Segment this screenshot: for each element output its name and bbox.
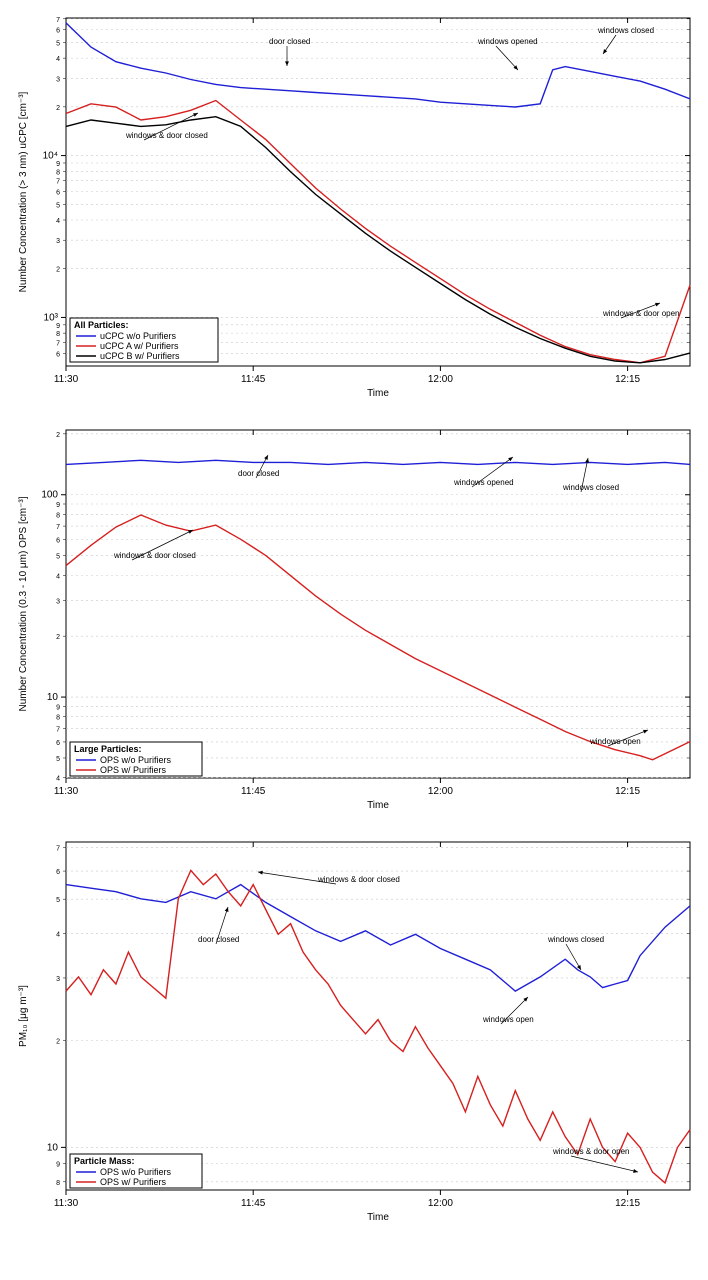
svg-text:windows opened: windows opened — [477, 37, 538, 46]
svg-text:Time: Time — [367, 800, 389, 811]
svg-text:7: 7 — [56, 341, 60, 348]
chart-panel-1: 10³10⁴678923456789234567Number Concentra… — [8, 8, 700, 408]
chart-panel-3: 10 8 9 2 3 4 5 6 7 PM₁₀ [μg m⁻³] 11:30 11:45 12:00 12… — [8, 832, 700, 1232]
svg-text:windows open: windows open — [482, 1015, 534, 1024]
svg-text:9: 9 — [56, 1162, 60, 1169]
panels-container: 10³10⁴678923456789234567Number Concentra… — [8, 8, 700, 1232]
svg-text:8: 8 — [56, 169, 60, 176]
svg-text:12:15: 12:15 — [615, 374, 640, 385]
svg-text:All Particles:: All Particles: — [74, 320, 129, 330]
svg-text:10: 10 — [47, 692, 59, 703]
svg-text:windows open: windows open — [589, 737, 641, 746]
svg-text:windows opened: windows opened — [453, 478, 514, 487]
figure-page: { "panel_width": 692, "panel_height": 40… — [0, 0, 708, 1252]
svg-text:OPS w/ Purifiers: OPS w/ Purifiers — [100, 765, 167, 775]
svg-text:2: 2 — [56, 267, 60, 274]
svg-text:Time: Time — [367, 388, 389, 399]
svg-text:7: 7 — [56, 179, 60, 186]
svg-text:2: 2 — [56, 1038, 60, 1045]
svg-text:4: 4 — [56, 573, 60, 580]
svg-text:7: 7 — [56, 726, 60, 733]
svg-text:6: 6 — [56, 189, 60, 196]
svg-text:4: 4 — [56, 56, 60, 63]
svg-text:windows & door closed: windows & door closed — [125, 131, 208, 140]
svg-text:OPS w/ Purifiers: OPS w/ Purifiers — [100, 1177, 167, 1187]
svg-text:7: 7 — [56, 17, 60, 24]
chart-panel-2: 10 100 4 5 6 7 8 9 2 3 4 5 6 7 8 9 2 Number Concentration… — [8, 420, 700, 820]
svg-text:5: 5 — [56, 202, 60, 209]
svg-text:7: 7 — [56, 524, 60, 531]
svg-text:11:45: 11:45 — [241, 1198, 266, 1209]
svg-text:7: 7 — [56, 845, 60, 852]
svg-text:Number Concentration (> 3 nm): Number Concentration (> 3 nm) uCPC [cm⁻³… — [18, 91, 29, 292]
svg-text:3: 3 — [56, 599, 60, 606]
svg-text:10³: 10³ — [44, 312, 59, 323]
svg-text:100: 100 — [41, 490, 58, 501]
svg-text:PM₁₀ [μg m⁻³]: PM₁₀ [μg m⁻³] — [18, 985, 29, 1047]
svg-text:windows closed: windows closed — [547, 935, 604, 944]
svg-text:10: 10 — [47, 1142, 59, 1153]
svg-text:11:45: 11:45 — [241, 786, 266, 797]
svg-text:door closed: door closed — [269, 37, 310, 46]
svg-text:3: 3 — [56, 238, 60, 245]
svg-text:windows & door closed: windows & door closed — [113, 551, 196, 560]
svg-text:11:30: 11:30 — [54, 374, 79, 385]
svg-text:12:00: 12:00 — [428, 1198, 453, 1209]
svg-text:6: 6 — [56, 869, 60, 876]
svg-text:12:00: 12:00 — [428, 374, 453, 385]
svg-text:Large Particles:: Large Particles: — [74, 744, 142, 754]
svg-text:3: 3 — [56, 76, 60, 83]
svg-text:5: 5 — [56, 897, 60, 904]
svg-text:4: 4 — [56, 218, 60, 225]
svg-text:4: 4 — [56, 776, 60, 783]
svg-text:5: 5 — [56, 756, 60, 763]
svg-text:12:00: 12:00 — [428, 786, 453, 797]
svg-text:9: 9 — [56, 323, 60, 330]
svg-text:Number Concentration (0.3 - 10: Number Concentration (0.3 - 10 μm) OPS [… — [18, 496, 29, 711]
svg-text:6: 6 — [56, 28, 60, 35]
svg-text:2: 2 — [56, 634, 60, 641]
svg-text:9: 9 — [56, 161, 60, 168]
svg-text:2: 2 — [56, 432, 60, 439]
svg-text:9: 9 — [56, 502, 60, 509]
svg-text:OPS w/o Purifiers: OPS w/o Purifiers — [100, 1167, 172, 1177]
svg-text:12:15: 12:15 — [615, 786, 640, 797]
svg-text:uCPC w/o Purifiers: uCPC w/o Purifiers — [100, 331, 177, 341]
svg-text:uCPC A w/ Purifiers: uCPC A w/ Purifiers — [100, 341, 179, 351]
svg-text:OPS w/o Purifiers: OPS w/o Purifiers — [100, 755, 172, 765]
svg-text:windows closed: windows closed — [597, 26, 654, 35]
svg-text:11:30: 11:30 — [54, 786, 79, 797]
svg-text:2: 2 — [56, 105, 60, 112]
svg-text:8: 8 — [56, 1180, 60, 1187]
svg-text:Time: Time — [367, 1212, 389, 1223]
svg-text:windows closed: windows closed — [562, 483, 619, 492]
svg-text:3: 3 — [56, 976, 60, 983]
svg-text:Particle Mass:: Particle Mass: — [74, 1156, 135, 1166]
svg-text:6: 6 — [56, 538, 60, 545]
svg-text:4: 4 — [56, 932, 60, 939]
svg-text:5: 5 — [56, 40, 60, 47]
svg-text:5: 5 — [56, 554, 60, 561]
svg-text:8: 8 — [56, 715, 60, 722]
svg-text:11:30: 11:30 — [54, 1198, 79, 1209]
svg-text:8: 8 — [56, 512, 60, 519]
svg-text:uCPC B w/ Purifiers: uCPC B w/ Purifiers — [100, 351, 180, 361]
svg-text:6: 6 — [56, 740, 60, 747]
svg-text:8: 8 — [56, 331, 60, 338]
svg-text:12:15: 12:15 — [615, 1198, 640, 1209]
svg-text:6: 6 — [56, 351, 60, 358]
svg-text:11:45: 11:45 — [241, 374, 266, 385]
svg-text:9: 9 — [56, 704, 60, 711]
svg-text:10⁴: 10⁴ — [43, 151, 58, 162]
svg-text:windows & door open: windows & door open — [552, 1147, 630, 1156]
